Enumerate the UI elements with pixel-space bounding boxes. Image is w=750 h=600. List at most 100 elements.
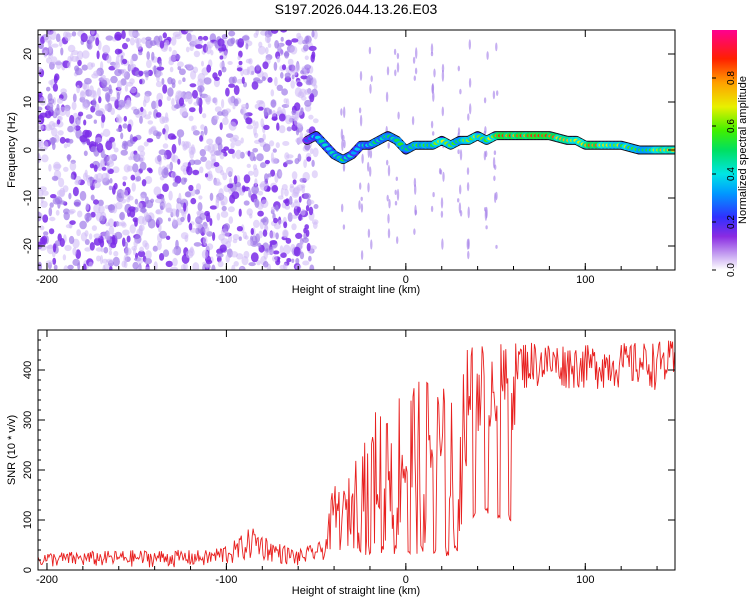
- noise-speckle: [105, 140, 113, 151]
- noise-speckle: [139, 150, 146, 157]
- noise-speckle: [256, 100, 264, 105]
- noise-speckle: [66, 32, 73, 38]
- noise-speckle: [182, 111, 189, 116]
- noise-speckle: [47, 93, 53, 102]
- noise-speckle: [219, 152, 225, 160]
- noise-speckle: [111, 234, 116, 245]
- noise-speckle: [206, 64, 212, 73]
- snr-axes: -200 -100 0 100 0 100 200 300 400: [22, 329, 675, 586]
- noise-speckle: [49, 216, 56, 222]
- noise-speckle: [38, 106, 43, 111]
- noise-speckle: [106, 165, 111, 171]
- noise-speckle: [121, 189, 129, 198]
- noise-speckle: [233, 98, 239, 107]
- noise-speckle: [159, 253, 165, 261]
- noise-speckle: [270, 99, 277, 108]
- streak-blob: [468, 39, 471, 50]
- streak-blob: [414, 184, 417, 195]
- noise-speckle: [280, 72, 284, 79]
- streak-blob: [459, 184, 462, 195]
- x-tick-label: -200: [36, 274, 58, 286]
- streak-blob: [342, 224, 346, 230]
- noise-speckle: [153, 186, 162, 196]
- noise-speckle: [38, 140, 44, 149]
- streak-blob: [340, 128, 344, 140]
- noise-speckle: [137, 202, 143, 210]
- noise-speckle: [182, 77, 186, 82]
- streak-blob: [387, 228, 391, 239]
- noise-speckle: [223, 146, 230, 151]
- noise-speckle: [274, 76, 278, 87]
- noise-speckle: [176, 129, 185, 138]
- streak-blob: [387, 213, 390, 224]
- noise-speckle: [294, 158, 300, 165]
- noise-speckle: [79, 190, 87, 201]
- noise-speckle: [233, 175, 238, 185]
- noise-speckle: [96, 255, 101, 262]
- streak-blob: [442, 171, 445, 182]
- noise-speckle: [111, 141, 116, 149]
- streak-blob: [412, 56, 416, 64]
- noise-speckle: [122, 237, 126, 247]
- noise-speckle: [116, 128, 123, 132]
- noise-speckle: [230, 142, 235, 149]
- noise-speckle: [312, 118, 319, 124]
- noise-speckle: [219, 244, 227, 253]
- noise-speckle: [225, 254, 230, 263]
- noise-speckle: [170, 36, 177, 46]
- noise-speckle: [171, 143, 177, 154]
- noise-speckle: [145, 250, 152, 260]
- noise-speckle: [285, 114, 293, 125]
- noise-speckle: [71, 31, 77, 37]
- noise-speckle: [90, 194, 95, 201]
- noise-speckle: [219, 55, 224, 60]
- x-tick-label: 0: [403, 574, 409, 586]
- noise-speckle: [247, 239, 253, 247]
- noise-speckle: [228, 121, 237, 131]
- noise-speckle: [262, 261, 269, 268]
- noise-speckle: [41, 47, 49, 56]
- noise-speckle: [76, 229, 81, 237]
- noise-speckle: [214, 181, 222, 186]
- noise-speckle: [134, 219, 138, 227]
- noise-speckle: [262, 61, 269, 70]
- noise-speckle: [144, 176, 153, 184]
- noise-speckle: [291, 258, 295, 263]
- noise-speckle: [296, 81, 303, 87]
- noise-speckle: [130, 87, 137, 94]
- noise-speckle: [188, 184, 194, 192]
- noise-speckle: [92, 98, 97, 108]
- noise-speckle: [265, 47, 269, 55]
- noise-speckle: [65, 108, 71, 118]
- noise-speckle: [254, 178, 258, 187]
- noise-speckle: [105, 258, 114, 264]
- noise-speckle: [280, 30, 288, 33]
- noise-speckle: [202, 35, 209, 41]
- noise-speckle: [204, 173, 209, 178]
- noise-speckle: [145, 36, 152, 41]
- noise-speckle: [190, 144, 195, 154]
- noise-speckle: [114, 31, 122, 41]
- x-tick-label: -100: [215, 274, 237, 286]
- noise-speckle: [262, 143, 271, 152]
- noise-speckle: [48, 164, 52, 172]
- noise-speckle: [122, 229, 130, 236]
- noise-speckle: [46, 102, 54, 111]
- noise-speckle: [95, 211, 103, 222]
- noise-speckle: [304, 88, 312, 95]
- noise-speckle: [156, 217, 163, 225]
- chart-title: S197.2026.044.13.26.E03: [275, 1, 438, 17]
- noise-speckle: [60, 47, 64, 56]
- noise-speckle: [180, 208, 185, 216]
- noise-speckle: [148, 111, 152, 116]
- noise-speckle: [255, 30, 259, 36]
- noise-speckle: [96, 50, 100, 60]
- noise-speckle: [68, 138, 74, 144]
- streak-blob: [415, 47, 418, 59]
- noise-speckle: [288, 64, 293, 70]
- noise-speckle: [218, 233, 225, 241]
- noise-speckle: [275, 232, 279, 240]
- noise-speckle: [193, 242, 202, 247]
- noise-speckle: [238, 208, 242, 217]
